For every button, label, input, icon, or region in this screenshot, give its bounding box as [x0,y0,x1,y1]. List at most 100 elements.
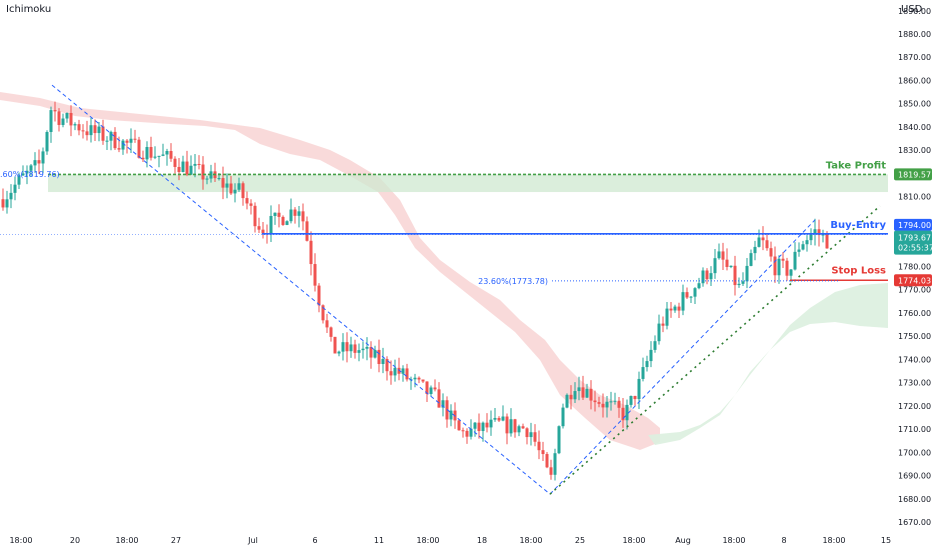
candle-body [717,251,721,259]
candle-body [145,146,149,160]
candle-body [753,246,757,254]
take-profit-tag [894,168,932,181]
candle-body [605,401,609,408]
current-price-label: 1793.67 [898,234,931,243]
x-tick-label: 11 [374,536,384,545]
candle-body [85,131,89,136]
candle-body [149,146,153,158]
candle-body [137,139,141,158]
candle-body [305,221,309,241]
candles [1,101,829,481]
candle-body [573,391,577,400]
x-tick-label: 18:00 [519,536,542,545]
candle-body [565,394,569,408]
y-axis: 1670.00 1680.00 1690.00 1700.00 1710.00 1720.… [898,7,931,527]
candle-body [825,234,829,249]
take-profit-zone [48,174,888,193]
candle-body [589,388,593,401]
y-tick-label: 1830.00 [898,146,931,155]
candle-body [705,270,709,280]
candle-body [109,131,113,141]
candle-body [329,327,333,337]
candle-body [309,240,313,265]
candle-body [297,211,301,216]
candle-body [481,422,485,432]
candle-body [9,192,13,200]
candle-body [673,306,677,311]
candle-body [33,160,37,166]
candle-body [241,183,245,199]
candle-body [769,248,773,257]
candle-body [569,394,573,400]
candle-body [721,251,725,260]
support-line [549,205,881,495]
candle-body [693,288,697,297]
candle-body [97,126,101,134]
x-tick-label: 8 [781,536,786,545]
y-tick-label: 1870.00 [898,53,931,62]
candle-body [441,400,445,408]
candle-body [141,157,145,160]
candle-body [785,260,789,276]
candle-body [629,395,633,405]
candle-body [165,151,169,155]
trendline-down [51,84,551,495]
candle-body [545,454,549,468]
candle-body [281,216,285,225]
cloud-bullish [648,283,888,445]
candle-body [217,178,221,180]
y-tick-label: 1880.00 [898,30,931,39]
candle-body [641,367,645,379]
x-tick-label: 27 [171,536,181,545]
candle-body [741,281,745,284]
candle-body [277,212,281,217]
candle-body [577,387,581,392]
candle-body [669,308,673,311]
candle-body [233,189,237,194]
candle-body [709,273,713,280]
candle-body [245,198,249,204]
candle-body [373,349,377,358]
candle-body [253,205,257,227]
candle-body [601,403,605,408]
candle-body [81,130,85,132]
candle-body [733,265,737,286]
candle-body [817,229,821,236]
candle-body [41,151,45,164]
take-profit-label: Take Profit [826,160,886,171]
candle-body [757,237,761,247]
candle-body [561,407,565,427]
candle-body [369,346,373,358]
candle-body [73,124,77,126]
candle-body [185,161,189,175]
x-tick-label: Aug [675,536,691,545]
candle-body [645,361,649,368]
y-tick-label: 1670.00 [898,518,931,527]
candle-body [533,432,537,442]
candle-body [389,371,393,376]
candle-body [385,358,389,372]
candle-body [413,377,417,380]
candle-body [469,428,473,437]
y-tick-label: 1780.00 [898,262,931,271]
candle-body [689,296,693,298]
candle-body [761,237,765,241]
candle-body [221,178,225,188]
x-tick-label: 18:00 [416,536,439,545]
candle-body [557,426,561,454]
candle-body [177,166,181,172]
candle-body [773,256,777,276]
candle-body [417,377,421,380]
candle-body [45,132,49,152]
y-tick-label: 1770.00 [898,286,931,295]
candle-body [593,400,597,403]
candle-body [121,140,125,150]
candle-body [197,163,201,165]
candle-body [749,253,753,266]
candle-body [349,344,353,352]
y-tick-label: 1740.00 [898,355,931,364]
buy-entry-tag-label: 1794.00 [898,221,931,230]
candle-body [653,341,657,350]
x-tick-label: 18:00 [822,536,845,545]
candle-body [117,148,121,150]
